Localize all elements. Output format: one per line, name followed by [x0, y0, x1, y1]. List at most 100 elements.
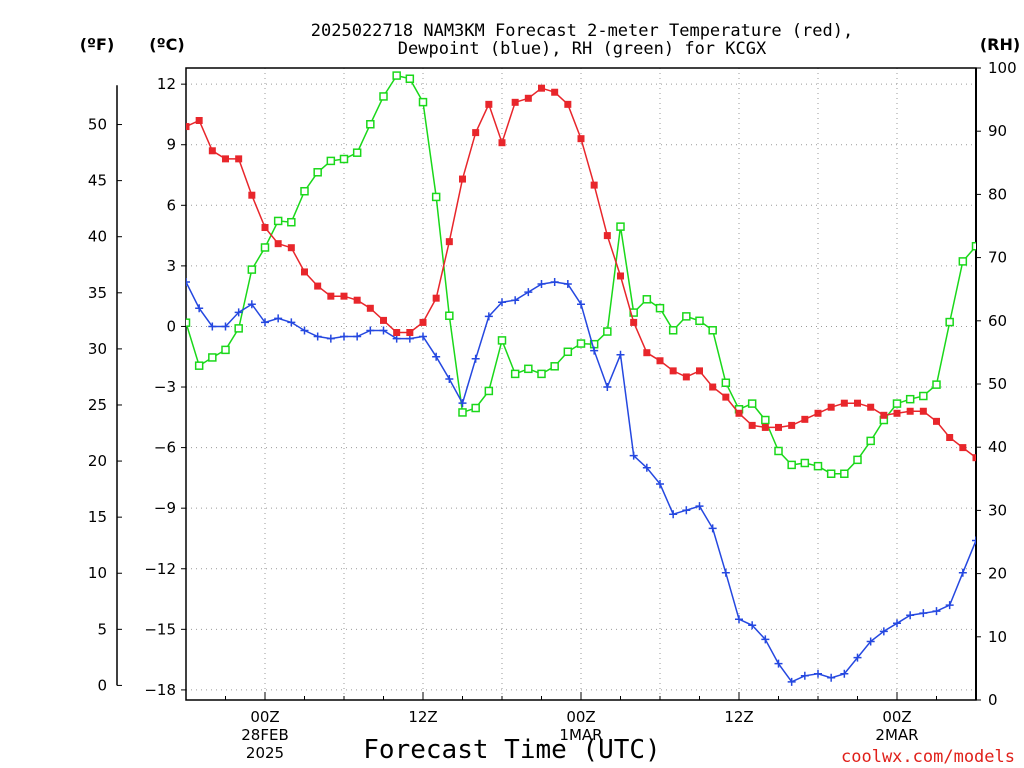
temperature-point: [788, 421, 796, 429]
rh-point: [708, 326, 717, 335]
rh-point: [576, 339, 586, 348]
dewpoint-point: [735, 615, 743, 624]
rh-point: [945, 317, 954, 327]
rh-point: [642, 295, 652, 304]
temperature-point: [880, 411, 888, 419]
temperature-point: [709, 383, 717, 391]
dewpoint-point: [616, 350, 625, 359]
temperature-point: [195, 116, 203, 124]
dewpoint-point: [814, 669, 822, 678]
fahrenheit-tick-label: 10: [88, 564, 107, 582]
temperature-point: [933, 417, 940, 425]
fahrenheit-axis-unit: (ºF): [80, 35, 115, 54]
temperature-point: [208, 147, 216, 155]
dewpoint-point: [524, 288, 533, 297]
temperature-point: [827, 403, 835, 411]
dewpoint-point: [379, 326, 388, 335]
rh-point: [813, 461, 823, 471]
fahrenheit-tick-label: 15: [88, 508, 107, 526]
rh-tick-label: 50: [988, 375, 1007, 393]
celsius-tick-label: 0: [166, 317, 176, 335]
celsius-tick-label: −3: [154, 378, 176, 396]
fahrenheit-tick-label: 5: [97, 620, 107, 638]
temperature-point: [261, 224, 269, 232]
temperature-point: [406, 329, 414, 337]
dewpoint-point: [261, 318, 269, 327]
temperature-point: [366, 304, 374, 312]
dewpoint-point: [186, 278, 190, 287]
temperature-point: [893, 409, 901, 417]
temperature-point: [432, 294, 440, 302]
rh-tick-label: 10: [988, 628, 1007, 646]
dewpoint-line: [186, 281, 976, 683]
dewpoint-point: [247, 300, 256, 309]
temperature-point: [380, 316, 387, 324]
dewpoint-point: [906, 611, 915, 620]
rh-point: [853, 455, 862, 465]
temperature-point: [393, 329, 401, 337]
rh-point: [260, 243, 270, 252]
rh-point: [826, 469, 836, 478]
rh-point: [287, 217, 296, 227]
temperature-point: [801, 415, 809, 423]
rh-point: [932, 380, 941, 389]
temperature-point: [498, 139, 506, 147]
celsius-tick-label: 12: [157, 75, 176, 93]
celsius-tick-label: −18: [144, 681, 176, 699]
rh-point: [471, 403, 480, 413]
rh-point: [221, 345, 230, 355]
rh-tick-label: 40: [988, 438, 1007, 456]
rh-point: [616, 222, 625, 231]
temperature-point: [722, 393, 730, 401]
dewpoint-point: [853, 653, 862, 662]
rh-point: [273, 216, 283, 226]
rh-point: [695, 316, 704, 326]
rh-point: [787, 460, 796, 470]
dewpoint-point: [234, 308, 243, 317]
rh-point: [774, 446, 783, 456]
rh-point: [326, 156, 336, 166]
dewpoint-point: [827, 673, 836, 682]
temperature-point: [327, 292, 335, 300]
dewpoint-point: [366, 326, 375, 335]
rh-tick-label: 100: [988, 59, 1017, 77]
chart-title-line1: 2025022718 NAM3KM Forecast 2-meter Tempe…: [311, 21, 853, 41]
dewpoint-point: [866, 637, 875, 646]
dewpoint-point: [313, 332, 322, 341]
dewpoint-point: [682, 506, 691, 515]
dewpoint-point: [498, 298, 506, 307]
celsius-tick-label: −15: [144, 620, 176, 638]
rh-point: [194, 361, 204, 370]
dewpoint-point: [774, 659, 783, 668]
dewpoint-series: [186, 278, 993, 686]
celsius-tick-label: −9: [154, 499, 176, 517]
rh-point: [537, 369, 546, 379]
temperature-point: [761, 423, 769, 431]
temperature-point: [643, 349, 651, 357]
dewpoint-point: [550, 278, 559, 287]
dewpoint-point: [629, 451, 638, 460]
rh-point: [313, 168, 322, 177]
dewpoint-point: [985, 536, 993, 544]
rh-point: [484, 386, 494, 396]
dewpoint-point: [484, 312, 493, 321]
rh-point: [186, 318, 191, 327]
fahrenheit-tick-label: 20: [88, 452, 107, 470]
dewpoint-point: [419, 332, 427, 341]
dewpoint-point: [326, 334, 335, 343]
rh-point: [431, 192, 441, 202]
temperature-point: [617, 272, 624, 280]
rh-tick-label: 70: [988, 249, 1007, 267]
rh-point: [892, 399, 902, 408]
rh-point: [497, 336, 507, 345]
rh-point: [208, 353, 217, 362]
dewpoint-point: [695, 502, 704, 511]
dewpoint-point: [800, 671, 809, 680]
rh-point: [458, 408, 467, 417]
rh-series: [186, 71, 976, 478]
dewpoint-point: [893, 619, 901, 628]
dewpoint-point: [840, 669, 849, 678]
rh-point: [524, 364, 533, 374]
dewpoint-point: [537, 280, 546, 289]
rh-point: [379, 92, 388, 101]
